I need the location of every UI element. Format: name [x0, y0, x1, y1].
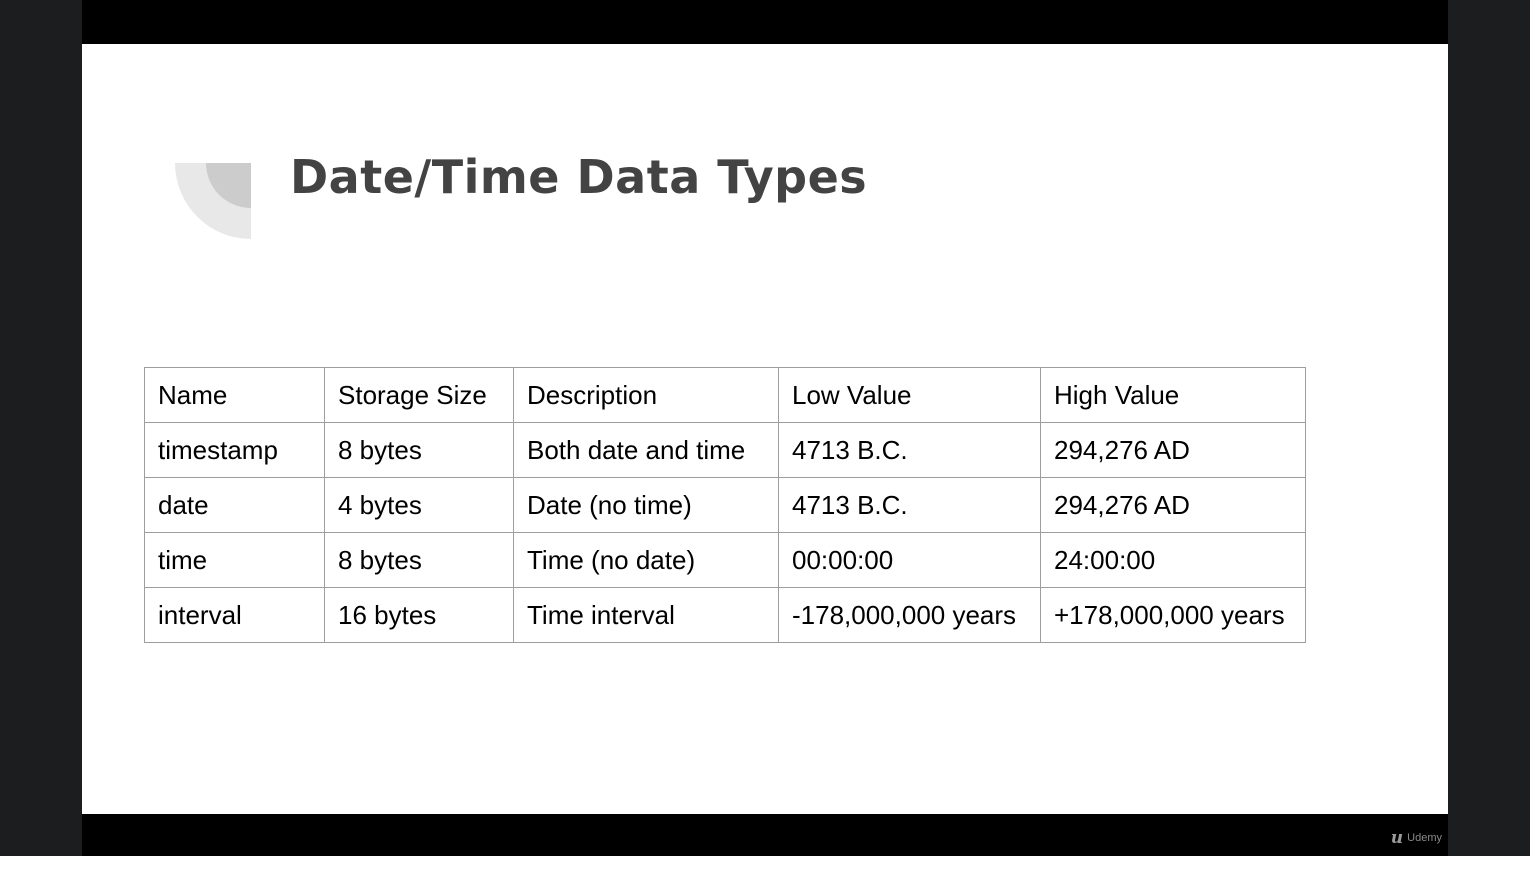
column-header-description: Description: [513, 367, 779, 423]
table-row: timestamp 8 bytes Both date and time 471…: [144, 422, 1306, 478]
table-cell-storage-size: 8 bytes: [324, 422, 514, 478]
table-cell-storage-size: 16 bytes: [324, 587, 514, 643]
table-cell-high-value: 294,276 AD: [1040, 477, 1306, 533]
column-header-low-value: Low Value: [778, 367, 1041, 423]
table-cell-storage-size: 8 bytes: [324, 532, 514, 588]
table-cell-name: time: [144, 532, 325, 588]
column-header-storage-size: Storage Size: [324, 367, 514, 423]
table-cell-description: Both date and time: [513, 422, 779, 478]
video-player[interactable]: Date/Time Data Types Name Storage Size D…: [0, 0, 1530, 856]
table-header-row: Name Storage Size Description Low Value …: [144, 367, 1306, 423]
table-cell-high-value: 294,276 AD: [1040, 422, 1306, 478]
table-cell-name: timestamp: [144, 422, 325, 478]
udemy-watermark: u Udemy: [1391, 828, 1442, 848]
table-cell-description: Time (no date): [513, 532, 779, 588]
table-cell-name: interval: [144, 587, 325, 643]
column-header-name: Name: [144, 367, 325, 423]
table-cell-low-value: 4713 B.C.: [778, 477, 1041, 533]
table-cell-high-value: +178,000,000 years: [1040, 587, 1306, 643]
table-cell-low-value: 4713 B.C.: [778, 422, 1041, 478]
letterbox-bottom: [82, 814, 1448, 856]
table-cell-low-value: 00:00:00: [778, 532, 1041, 588]
table-row: time 8 bytes Time (no date) 00:00:00 24:…: [144, 532, 1306, 588]
table-row: date 4 bytes Date (no time) 4713 B.C. 29…: [144, 477, 1306, 533]
table-cell-storage-size: 4 bytes: [324, 477, 514, 533]
table-cell-description: Date (no time): [513, 477, 779, 533]
lecture-slide: Date/Time Data Types Name Storage Size D…: [82, 44, 1448, 814]
slide-title: Date/Time Data Types: [290, 150, 868, 204]
table-cell-high-value: 24:00:00: [1040, 532, 1306, 588]
table-cell-low-value: -178,000,000 years: [778, 587, 1041, 643]
table-cell-name: date: [144, 477, 325, 533]
udemy-logo-icon: u: [1390, 828, 1404, 848]
data-types-table: Name Storage Size Description Low Value …: [144, 367, 1306, 643]
table-row: interval 16 bytes Time interval -178,000…: [144, 587, 1306, 643]
letterbox-top: [82, 0, 1448, 44]
table-cell-description: Time interval: [513, 587, 779, 643]
column-header-high-value: High Value: [1040, 367, 1306, 423]
slide-corner-decoration-icon: [175, 163, 251, 239]
udemy-wordmark: Udemy: [1407, 832, 1442, 844]
